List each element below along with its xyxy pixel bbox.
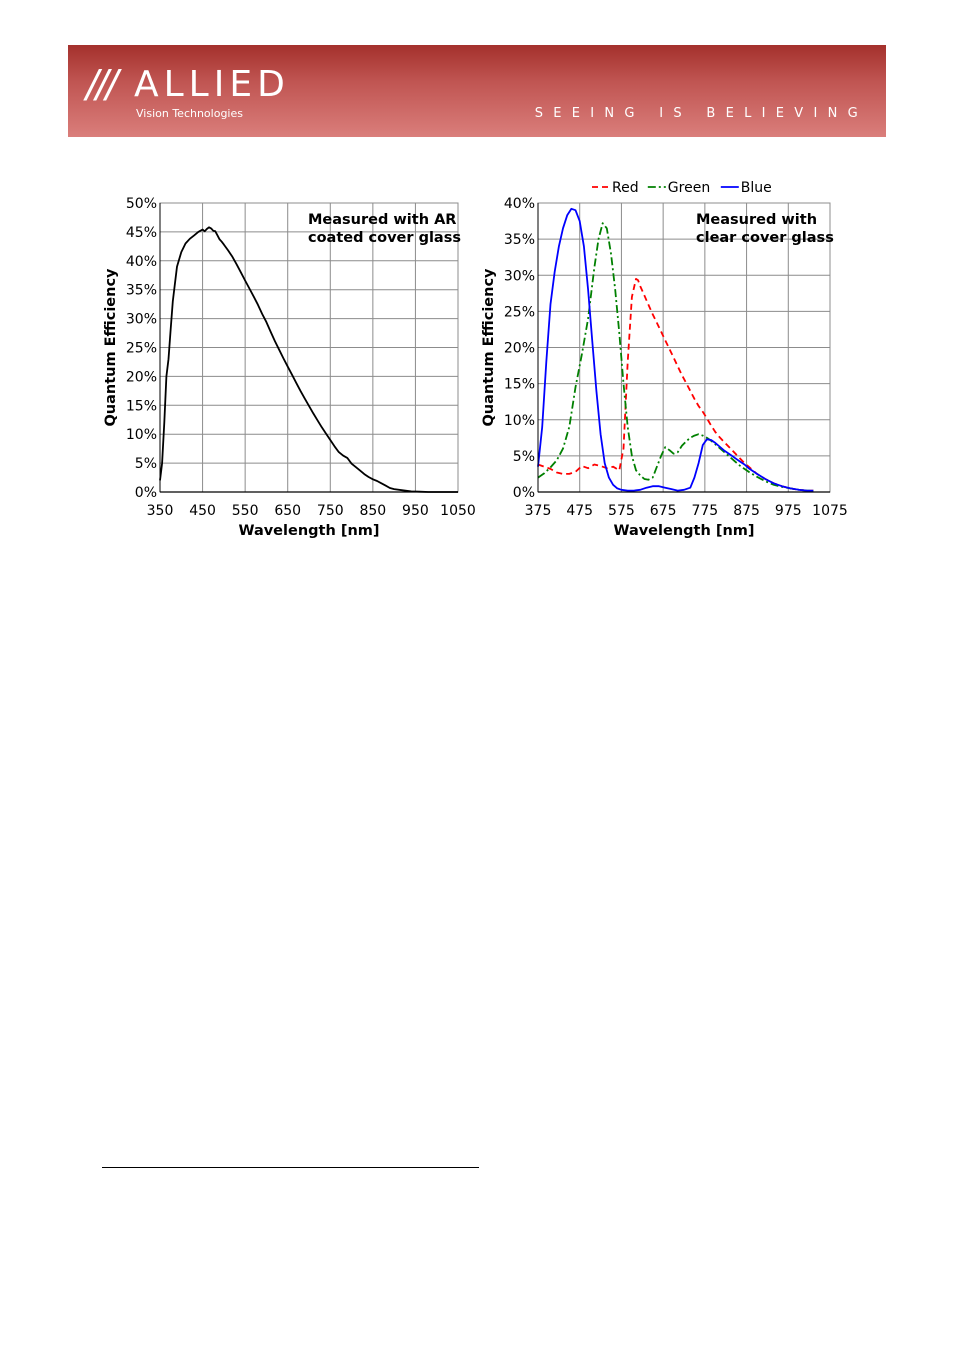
y-tick-label: 50% [126,196,157,212]
y-tick-label: 20% [126,369,157,385]
x-tick-label: 650 [274,503,301,519]
y-tick-label: 10% [126,427,157,443]
x-tick-label: 975 [775,503,802,519]
x-tick-label: 575 [608,503,635,519]
y-axis-label: Quantum Efficiency [481,268,497,427]
annotation-line: Measured with AR [308,212,456,228]
logo-name: ALLIED [134,64,290,105]
x-tick-label: 350 [147,503,174,519]
footnote-separator [102,1167,479,1168]
y-tick-label: 15% [126,398,157,414]
x-tick-label: 750 [317,503,344,519]
color-qe-chart: 375 475 575 675 775 875 975 1075 0% 5% 10% 15% 20% 25… [481,180,848,539]
series-line-green [537,222,814,492]
mono-qe-chart: 350 450 550 650 750 850 950 1050 0% 5% 10% 15% 20% 25… [103,196,476,539]
legend-label-blue: Blue [741,180,772,196]
y-tick-label: 35% [126,283,157,299]
y-tick-label: 5% [135,456,157,472]
x-axis-label: Wavelength [nm] [238,523,379,539]
y-tick-label: 20% [504,341,535,357]
series-line-0 [159,226,458,493]
y-tick-label: 40% [504,196,535,212]
x-axis-label: Wavelength [nm] [613,523,754,539]
y-tick-label: 25% [504,304,535,320]
x-tick-label: 950 [402,503,429,519]
y-axis-label: Quantum Efficiency [103,268,119,427]
y-tick-label: 40% [126,254,157,270]
y-tick-label: 5% [513,449,535,465]
annotation-line: Measured with [696,212,817,228]
legend-label-green: Green [668,180,710,196]
tagline: SEEING IS BELIEVING [534,106,868,121]
series-line-blue [537,207,814,492]
y-tick-label: 10% [504,413,535,429]
x-tick-label: 375 [525,503,552,519]
annotation-line: coated cover glass [308,230,461,246]
logo-slashes: /// [86,62,118,106]
y-tick-label: 0% [135,485,157,501]
x-tick-label: 850 [359,503,386,519]
y-tick-label: 30% [504,268,535,284]
x-tick-label: 1075 [812,503,848,519]
x-tick-label: 450 [189,503,216,519]
x-tick-label: 550 [232,503,259,519]
x-tick-label: 775 [691,503,718,519]
series-line-red [537,277,814,492]
annotation-line: clear cover glass [696,230,834,246]
x-tick-label: 875 [733,503,760,519]
y-tick-label: 25% [126,341,157,357]
legend-label-red: Red [612,180,639,196]
y-tick-label: 0% [513,485,535,501]
x-tick-label: 1050 [440,503,476,519]
logo-subtitle: Vision Technologies [136,107,243,120]
header-banner: /// ALLIED Vision Technologies SEEING IS… [68,45,886,137]
x-tick-label: 475 [566,503,593,519]
y-tick-label: 30% [126,312,157,328]
y-tick-label: 35% [504,232,535,248]
y-tick-label: 45% [126,225,157,241]
x-tick-label: 675 [650,503,677,519]
y-tick-label: 15% [504,377,535,393]
